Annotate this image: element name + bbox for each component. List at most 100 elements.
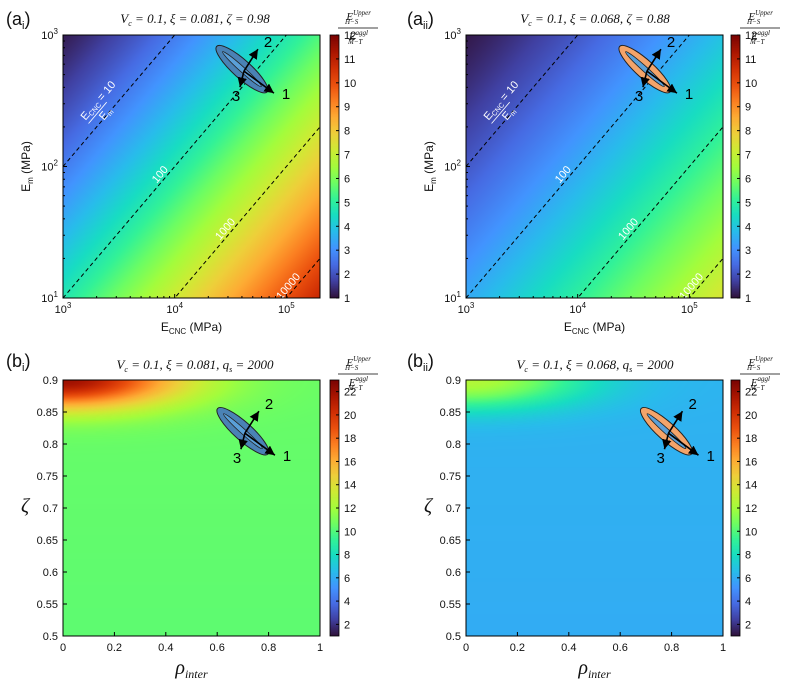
arrow-label-3: 3 (232, 88, 240, 105)
x-tick-label: 1 (317, 642, 323, 654)
colorbar-tick-label: 3 (344, 245, 350, 257)
x-tick-label: 103 (458, 301, 475, 316)
x-axis: 0 0.2 0.4 0.6 0.8 1 (60, 632, 323, 654)
colorbar-tick-label: 12 (745, 503, 757, 515)
colorbar-tick-label: 12 (745, 30, 757, 42)
colorbar-label-numerator: EUpper H−S (746, 355, 773, 372)
arrow-3 (662, 433, 672, 450)
colorbar-tick-label: 22 (344, 387, 356, 399)
y-tick-label: 0.8 (446, 439, 461, 451)
y-tick-label: 101 (41, 290, 58, 305)
y-axis-label: Em (MPa) (422, 141, 438, 192)
arrow-2 (243, 48, 259, 72)
ellipse-inner (222, 51, 262, 88)
arrow-2 (667, 410, 684, 434)
colorbar-gradient (731, 35, 740, 298)
colorbar-tick-label: 14 (344, 480, 356, 492)
ellipse-marker: 1 2 3 (216, 396, 291, 467)
colorbar-tick-label: 2 (745, 269, 751, 281)
contour-line-100 (63, 35, 288, 298)
colorbar-tick-label: 10 (745, 526, 757, 538)
heatmap-surface (63, 35, 320, 298)
colorbar-tick-label: 12 (344, 503, 356, 515)
x-axis-label: ECNC (MPa) (161, 320, 222, 336)
heatmap-surface (466, 35, 723, 298)
y-tick-label: 102 (444, 159, 461, 174)
colorbar-tick-label: 6 (745, 573, 751, 585)
colorbar-tick-label: 16 (344, 456, 356, 468)
colorbar-tick-label: 4 (745, 221, 751, 233)
y-axis-label: ζ (424, 495, 434, 517)
contour-line-10 (466, 35, 579, 167)
colorbar-label-numerator: EUpper H−S (344, 355, 371, 372)
y-axis: 0.5 0.55 0.6 0.65 0.7 0.75 0.8 0.85 0.9 (440, 375, 470, 643)
colorbar-tick-label: 9 (344, 102, 350, 114)
colorbar-tick-label: 8 (745, 126, 751, 138)
arrow-3 (237, 70, 247, 88)
colorbar: 2 4 6 8 10 12 14 16 18 20 22 EUpper H−S Eaggl M−T (329, 355, 378, 637)
colorbar-tick-label: 4 (344, 596, 350, 608)
arrow-label-1: 1 (685, 86, 693, 103)
arrow-label-3: 3 (233, 450, 241, 467)
arrow-3 (640, 70, 650, 88)
panel-label: (bi) (6, 351, 30, 374)
arrow-label-1: 1 (706, 448, 714, 465)
arrow-label-1: 1 (282, 86, 290, 103)
arrow-label-3: 3 (656, 450, 664, 467)
y-tick-label: 0.6 (446, 567, 461, 579)
colorbar-gradient (731, 380, 740, 636)
x-tick-label: 105 (681, 301, 698, 316)
colorbar-label-denominator: Eaggl M−T (347, 375, 368, 392)
ellipse-marker: 1 2 3 (215, 34, 290, 105)
colorbar-tick-label: 5 (344, 197, 350, 209)
arrow-1 (244, 432, 276, 456)
y-axis-label: ζ (21, 495, 31, 517)
colorbar-tick-label: 2 (745, 619, 751, 631)
colorbar-label-denominator: Eaggl M−T (749, 29, 770, 46)
arrow-label-2: 2 (667, 34, 675, 51)
colorbar-label-numerator: EUpper H−S (344, 9, 371, 26)
x-axis: 103 104 105 (458, 294, 724, 316)
contour-line-100 (466, 35, 691, 298)
ellipse-inner (625, 51, 665, 88)
x-tick-label: 104 (166, 301, 183, 316)
colorbar-tick-label: 20 (745, 410, 757, 422)
x-tick-label: 105 (278, 301, 295, 316)
colorbar-tick-label: 2 (344, 619, 350, 631)
colorbar-tick-label: 7 (344, 150, 350, 162)
y-tick-label: 0.65 (440, 535, 461, 547)
panel-label: (ai) (6, 9, 30, 32)
colorbar-tick-label: 14 (745, 480, 757, 492)
y-tick-label: 0.7 (43, 503, 58, 515)
contour-line-1000 (577, 126, 723, 298)
contour-line-1000 (174, 126, 320, 298)
colorbar-frame (329, 34, 340, 299)
colorbar-tick-label: 4 (344, 221, 350, 233)
x-tick-label: 0.2 (107, 642, 122, 654)
colorbar-tick-label: 11 (344, 54, 355, 66)
y-tick-label: 0.8 (43, 439, 58, 451)
y-tick-label: 0.55 (440, 599, 461, 611)
y-tick-label: 0.9 (446, 375, 461, 387)
colorbar-tick-label: 2 (344, 269, 350, 281)
colorbar-tick-label: 8 (344, 550, 350, 562)
x-tick-label: 0.6 (210, 642, 225, 654)
arrow-label-2: 2 (265, 396, 273, 413)
y-axis: 0.5 0.55 0.6 0.65 0.7 0.75 0.8 0.85 0.9 (37, 375, 67, 643)
y-axis: 101 102 103 (41, 27, 67, 305)
colorbar-tick-label: 8 (745, 550, 751, 562)
colorbar-tick-label: 10 (344, 526, 356, 538)
colorbar-tick-label: 11 (745, 54, 756, 66)
y-axis-label: Em (MPa) (19, 141, 35, 192)
x-tick-label: 0.2 (510, 642, 525, 654)
panel-title: Vc = 0.1, ξ = 0.068, qs = 2000 (516, 357, 674, 374)
colorbar-tick-label: 16 (745, 456, 757, 468)
arrow-label-2: 2 (688, 396, 696, 413)
ellipse-inner (223, 413, 263, 450)
y-tick-label: 0.75 (37, 471, 58, 483)
colorbar-tick-label: 8 (344, 126, 350, 138)
colorbar-tick-label: 5 (745, 197, 751, 209)
